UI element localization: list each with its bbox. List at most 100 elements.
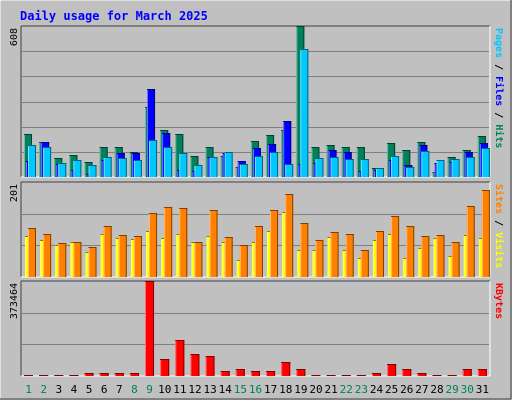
kbytes-bar-fill	[387, 364, 397, 376]
pages-bar-fill	[375, 168, 384, 177]
kbytes-bar-fill	[114, 373, 124, 376]
sites-bar	[118, 235, 127, 277]
kbytes-bar-fill	[129, 373, 139, 376]
pages-bar-fill	[391, 156, 400, 177]
kbytes-bar	[432, 375, 442, 376]
sites-bar-fill	[118, 235, 127, 277]
day-label: 31	[476, 383, 489, 396]
day-label: 16	[249, 383, 262, 396]
pages-bar-fill	[406, 167, 415, 177]
pages-bar-fill	[436, 160, 445, 177]
sites-bar-fill	[360, 250, 369, 277]
day-label: 3	[56, 383, 63, 396]
pages-bar	[391, 156, 400, 177]
kbytes-bar	[447, 375, 457, 376]
day-label: 28	[430, 383, 443, 396]
day-label: 5	[86, 383, 93, 396]
pages-bar-fill	[73, 160, 82, 177]
kbytes-bar	[205, 356, 215, 376]
sites-bar	[254, 226, 263, 277]
sites-bar	[391, 216, 400, 277]
pages-bar	[300, 49, 309, 177]
kbytes-bar	[39, 375, 49, 376]
sites-bar-fill	[164, 207, 173, 277]
pages-bar	[209, 157, 218, 177]
pages-bar-fill	[28, 145, 36, 177]
sites-bar	[43, 234, 52, 277]
day-label: 26	[400, 383, 413, 396]
pages-bar-fill	[421, 151, 430, 177]
sites-bar-fill	[285, 194, 294, 277]
sites-bar-fill	[315, 240, 324, 277]
pages-bar-fill	[164, 147, 173, 177]
sites-bar-fill	[330, 232, 339, 277]
sites-bar-fill	[179, 208, 188, 277]
kbytes-bar-fill	[417, 373, 427, 376]
sites-bar	[73, 242, 82, 277]
pages-bar-fill	[254, 156, 263, 177]
pages-bar	[285, 164, 294, 177]
kbytes-bar	[129, 373, 139, 376]
pages-bar	[88, 165, 97, 177]
pages-bar-fill	[58, 163, 67, 177]
kbytes-bar	[356, 375, 366, 376]
sites-bar	[149, 213, 158, 277]
day-label: 2	[40, 383, 47, 396]
pages-bar-fill	[209, 157, 218, 177]
legend-pages: Pages	[493, 28, 504, 58]
sites-bar	[345, 234, 354, 277]
kbytes-bar	[326, 375, 336, 376]
sites-bar-fill	[406, 226, 415, 277]
pages-bar	[103, 157, 112, 177]
kbytes-bar-fill	[296, 369, 306, 376]
kbytes-bar-fill	[402, 369, 412, 376]
sites-visits-panel-max-value-label: 201	[9, 184, 20, 202]
kbytes-bar	[69, 375, 79, 376]
day-label: 21	[325, 383, 338, 396]
sites-bar	[209, 210, 218, 277]
pages-bar	[179, 153, 188, 177]
legend-separator: /	[493, 106, 504, 124]
legend-sites: Sites	[493, 184, 505, 214]
files-bar-fill	[283, 121, 292, 177]
pages-bar	[164, 147, 173, 177]
pages-bar-fill	[466, 157, 475, 177]
hits-files-pages-panel-legend: Pages / Files / Hits	[493, 28, 505, 148]
sites-bar-fill	[58, 243, 67, 277]
sites-bar	[481, 190, 490, 277]
sites-bar-fill	[28, 228, 36, 277]
kbytes-bar-fill	[371, 373, 381, 376]
kbytes-bar	[99, 373, 109, 376]
sites-bar-fill	[466, 206, 475, 277]
kbytes-bar-fill	[281, 362, 291, 376]
legend-separator: /	[493, 214, 504, 232]
kbytes-bar	[266, 371, 276, 376]
sites-bar	[315, 240, 324, 277]
sites-bar-fill	[209, 210, 218, 277]
sites-bar	[360, 250, 369, 277]
day-label: 8	[131, 383, 138, 396]
sites-bar-fill	[239, 245, 248, 277]
day-label: 7	[116, 383, 123, 396]
kbytes-bar	[24, 375, 33, 376]
pages-bar-fill	[481, 148, 490, 177]
legend-files: Files	[493, 76, 505, 106]
sites-bar	[164, 207, 173, 277]
pages-bar-fill	[330, 157, 339, 177]
pages-bar-fill	[270, 152, 279, 177]
kbytes-panel-background	[21, 281, 490, 376]
kbytes-bar	[387, 364, 397, 376]
pages-bar	[375, 168, 384, 177]
pages-bar	[481, 148, 490, 177]
legend-separator: /	[493, 58, 504, 76]
sites-bar	[179, 208, 188, 277]
legend-hits: Hits	[493, 124, 505, 148]
pages-bar-fill	[239, 164, 248, 177]
pages-bar-fill	[315, 158, 324, 177]
sites-bar	[466, 206, 475, 277]
day-label: 30	[461, 383, 474, 396]
kbytes-bar	[402, 369, 412, 376]
kbytes-bar	[462, 369, 472, 376]
files-bar-fill	[147, 89, 156, 177]
